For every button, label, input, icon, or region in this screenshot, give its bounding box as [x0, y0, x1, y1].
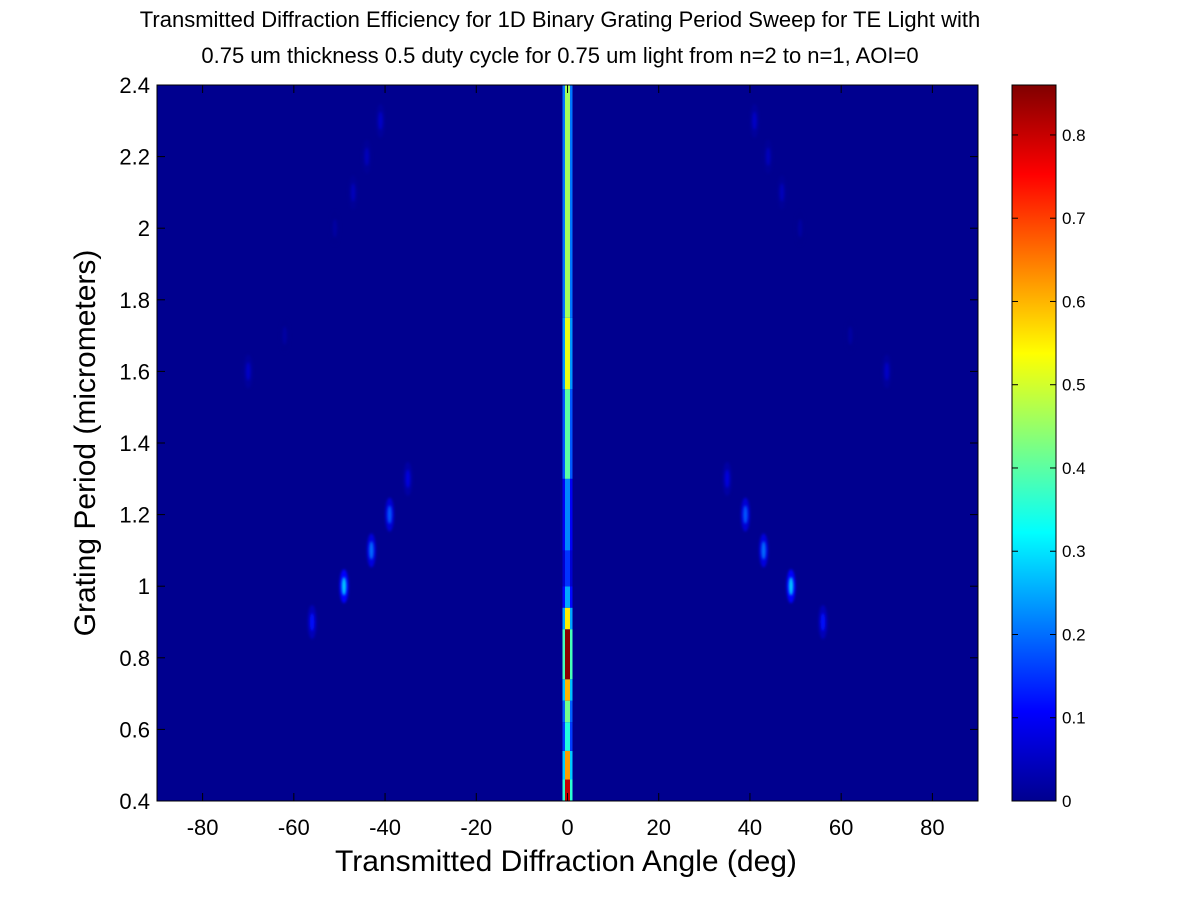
x-axis-label: Transmitted Diffraction Angle (deg): [335, 845, 797, 878]
diffraction-spot: [341, 577, 347, 596]
chart-subtitle: 0.75 um thickness 0.5 duty cycle for 0.7…: [201, 43, 918, 68]
diffraction-spot: [405, 469, 411, 488]
y-tick-label: 1: [138, 574, 150, 599]
zero-order-segment: [565, 550, 570, 587]
diffraction-spot: [797, 219, 803, 238]
y-tick-label: 0.6: [119, 717, 150, 742]
y-tick-label: 1.8: [119, 288, 150, 313]
x-tick-label: -40: [369, 815, 401, 840]
x-tick-label: -20: [460, 815, 492, 840]
diffraction-spot: [788, 577, 794, 596]
colorbar-tick-label: 0.1: [1062, 709, 1086, 728]
colorbar-tick-label: 0.2: [1062, 625, 1086, 644]
diffraction-spot: [761, 541, 766, 560]
y-tick-label: 1.4: [119, 431, 150, 456]
colorbar: [1011, 84, 1057, 802]
diffraction-spot: [387, 505, 392, 524]
diffraction-spot: [743, 505, 748, 524]
diffraction-spot: [378, 111, 383, 130]
diffraction-spot: [765, 147, 771, 166]
zero-order-segment: [565, 629, 570, 680]
y-tick-label: 2.2: [119, 145, 150, 170]
x-tick-label: 60: [829, 815, 853, 840]
x-tick-label: 40: [738, 815, 762, 840]
diffraction-spot: [309, 613, 315, 631]
diffraction-spot: [246, 362, 251, 381]
diffraction-spot: [282, 326, 287, 345]
colorbar-tick-label: 0: [1062, 792, 1071, 811]
zero-order-segment: [565, 700, 570, 723]
diffraction-spot: [848, 326, 853, 345]
diffraction-spot: [369, 541, 374, 560]
colorbar-tick-label: 0.7: [1062, 209, 1086, 228]
y-tick-label: 0.4: [119, 789, 150, 814]
x-tick-label: 80: [920, 815, 944, 840]
y-tick-label: 0.8: [119, 646, 150, 671]
y-tick-label: 1.6: [119, 359, 150, 384]
diffraction-spot: [820, 613, 826, 631]
y-tick-label: 2: [138, 216, 150, 241]
y-tick-label: 2.4: [119, 73, 150, 98]
zero-order-segment: [565, 85, 570, 318]
y-axis-label: Grating Period (micrometers): [69, 250, 102, 637]
zero-order-segment: [565, 389, 570, 479]
diffraction-spot: [779, 183, 785, 202]
zero-order-segment: [565, 722, 570, 751]
y-tick-label: 1.2: [119, 503, 150, 528]
diffraction-spot: [350, 183, 356, 202]
zero-order-segment: [565, 750, 570, 780]
x-tick-label: 0: [561, 815, 573, 840]
diffraction-spot: [724, 469, 730, 488]
zero-order-segment: [565, 478, 570, 551]
chart-title: Transmitted Diffraction Efficiency for 1…: [140, 7, 980, 32]
x-tick-label: -60: [278, 815, 310, 840]
diffraction-spot: [364, 147, 370, 166]
colorbar-tick-label: 0.8: [1062, 126, 1086, 145]
diffraction-spot: [752, 111, 757, 130]
zero-order-segment: [565, 779, 570, 801]
zero-order-segment: [565, 317, 570, 390]
colorbar-tick-label: 0.6: [1062, 292, 1086, 311]
x-tick-label: 20: [646, 815, 670, 840]
diffraction-spot: [884, 362, 889, 381]
zero-order-segment: [565, 679, 570, 701]
zero-order-segment: [565, 607, 570, 630]
diffraction-spot: [332, 219, 338, 238]
zero-order-segment: [565, 586, 570, 608]
colorbar-tick-label: 0.3: [1062, 542, 1086, 561]
colorbar-tick-label: 0.5: [1062, 376, 1086, 395]
colorbar-tick-label: 0.4: [1062, 459, 1086, 478]
x-tick-label: -80: [187, 815, 219, 840]
